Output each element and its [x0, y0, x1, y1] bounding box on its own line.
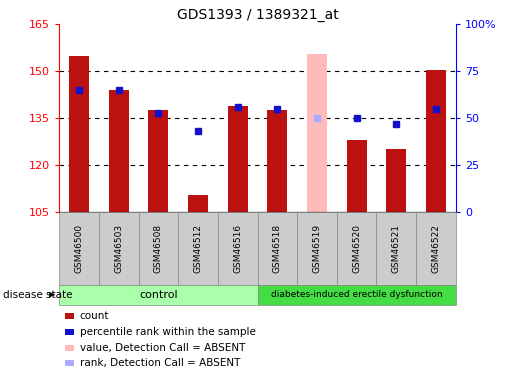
- Text: GSM46520: GSM46520: [352, 224, 361, 273]
- Text: GSM46500: GSM46500: [75, 224, 83, 273]
- Text: GSM46508: GSM46508: [154, 224, 163, 273]
- Text: percentile rank within the sample: percentile rank within the sample: [80, 327, 256, 337]
- Text: control: control: [139, 290, 178, 300]
- Title: GDS1393 / 1389321_at: GDS1393 / 1389321_at: [177, 8, 338, 22]
- Bar: [307, 54, 327, 212]
- Bar: [426, 70, 446, 212]
- Bar: [267, 110, 287, 212]
- Text: rank, Detection Call = ABSENT: rank, Detection Call = ABSENT: [80, 358, 240, 368]
- Text: GSM46522: GSM46522: [432, 224, 440, 273]
- Text: diabetes-induced erectile dysfunction: diabetes-induced erectile dysfunction: [271, 290, 442, 299]
- Bar: [347, 140, 367, 212]
- Bar: [386, 149, 406, 212]
- Text: GSM46521: GSM46521: [392, 224, 401, 273]
- Text: GSM46503: GSM46503: [114, 224, 123, 273]
- Text: GSM46512: GSM46512: [194, 224, 202, 273]
- Text: disease state: disease state: [3, 290, 72, 300]
- Text: GSM46518: GSM46518: [273, 224, 282, 273]
- Bar: [228, 106, 248, 212]
- Bar: [188, 195, 208, 212]
- Text: GSM46519: GSM46519: [313, 224, 321, 273]
- Text: GSM46516: GSM46516: [233, 224, 242, 273]
- Bar: [69, 56, 89, 212]
- Text: count: count: [80, 311, 109, 321]
- Bar: [109, 90, 129, 212]
- Text: value, Detection Call = ABSENT: value, Detection Call = ABSENT: [80, 343, 245, 352]
- Bar: [148, 110, 168, 212]
